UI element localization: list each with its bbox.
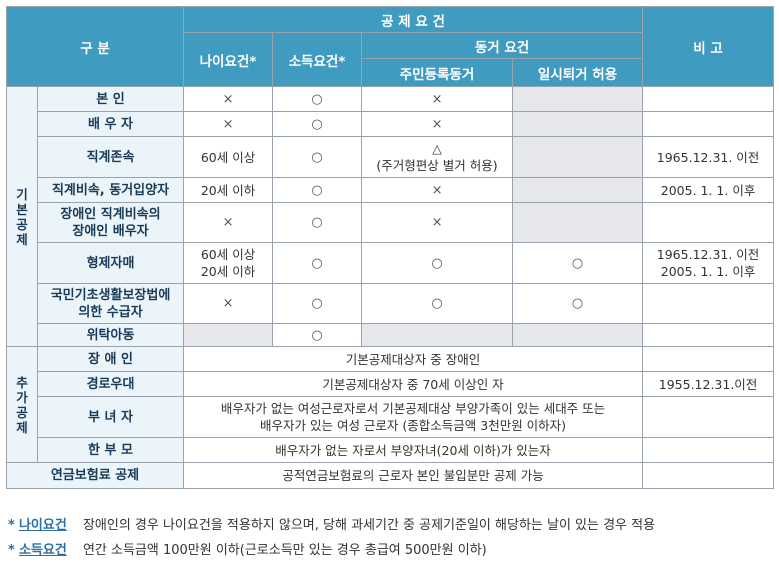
row-name: 배 우 자 bbox=[36, 111, 185, 137]
resident-cell: × bbox=[361, 111, 514, 137]
remarks-cell bbox=[642, 323, 775, 347]
age-cell: × bbox=[183, 283, 274, 324]
income-cell: ○ bbox=[272, 136, 363, 178]
description-cell: 배우자가 없는 자로서 부양자녀(20세 이하)가 있는자 bbox=[183, 437, 644, 463]
resident-cell: ○ bbox=[361, 283, 514, 324]
description-cell: 배우자가 없는 여성근로자로서 기본공제대상 부양가족이 있는 세대주 또는 배… bbox=[183, 396, 644, 438]
temporary-cell bbox=[512, 111, 644, 137]
age-cell: 60세 이상 20세 이하 bbox=[183, 242, 274, 284]
header-resident: 주민등록동거 bbox=[361, 58, 514, 87]
row-name: 위탁아동 bbox=[36, 323, 185, 347]
footnote-term: 나이요건 bbox=[18, 518, 67, 533]
remarks-line1: 1965.12.31. 이전 bbox=[656, 247, 760, 262]
age-cell bbox=[183, 323, 274, 347]
remarks-cell bbox=[642, 202, 775, 243]
row-name-line1: 국민기초생활보장법에 bbox=[50, 287, 171, 303]
income-cell: ○ bbox=[272, 86, 363, 112]
temporary-cell bbox=[512, 323, 644, 347]
age-cell: 60세 이상 bbox=[183, 136, 274, 178]
age-cell: × bbox=[183, 86, 274, 112]
description-line1: 배우자가 없는 여성근로자로서 기본공제대상 부양가족이 있는 세대주 또는 bbox=[220, 401, 606, 416]
resident-cell: △ (주거형편상 별거 허용) bbox=[361, 136, 514, 178]
header-age: 나이요건* bbox=[183, 32, 274, 87]
resident-cell bbox=[361, 323, 514, 347]
footnote-income: * 소득요건 연간 소득금액 100만원 이하(근로소득만 있는 경우 총급여 … bbox=[8, 539, 487, 558]
income-cell: ○ bbox=[272, 177, 363, 203]
income-cell: ○ bbox=[272, 202, 363, 243]
age-cell: × bbox=[183, 111, 274, 137]
temporary-cell bbox=[512, 86, 644, 112]
description-cell: 기본공제대상자 중 장애인 bbox=[183, 346, 644, 372]
asterisk: * bbox=[8, 518, 15, 533]
resident-cell: × bbox=[361, 86, 514, 112]
remarks-cell bbox=[642, 437, 775, 463]
description-line2: 배우자가 있는 여성 근로자 (종합소득금액 3천만원 이하자) bbox=[260, 418, 567, 433]
footnote-text: 장애인의 경우 나이요건을 적용하지 않으며, 당해 과세기간 중 공제기준일이… bbox=[82, 518, 656, 533]
remarks-cell bbox=[642, 462, 775, 489]
temporary-cell: ○ bbox=[512, 283, 644, 324]
header-remarks: 비 고 bbox=[642, 6, 775, 87]
resident-cell: × bbox=[361, 177, 514, 203]
row-name: 직계존속 bbox=[36, 136, 185, 178]
row-name: 본 인 bbox=[36, 86, 185, 112]
income-cell: ○ bbox=[272, 283, 363, 324]
row-name-line2: 의한 수급자 bbox=[78, 304, 143, 320]
row-name: 장애인 직계비속의 장애인 배우자 bbox=[36, 202, 185, 243]
remarks-cell bbox=[642, 283, 775, 324]
age-line2: 20세 이하 bbox=[200, 264, 256, 279]
header-requirements: 공 제 요 건 bbox=[183, 6, 644, 33]
remarks-cell: 1965.12.31. 이전 2005. 1. 1. 이후 bbox=[642, 242, 775, 284]
remarks-cell bbox=[642, 396, 775, 438]
remarks-cell bbox=[642, 86, 775, 112]
row-name: 부 녀 자 bbox=[36, 396, 185, 438]
row-name: 경로우대 bbox=[36, 371, 185, 397]
description-cell: 기본공제대상자 중 70세 이상인 자 bbox=[183, 371, 644, 397]
temporary-cell: ○ bbox=[512, 242, 644, 284]
header-category: 구 분 bbox=[5, 6, 185, 87]
remarks-cell bbox=[642, 111, 775, 137]
row-name: 형제자매 bbox=[36, 242, 185, 284]
pension-label: 연금보험료 공제 bbox=[5, 462, 185, 489]
resident-cell: ○ bbox=[361, 242, 514, 284]
header-income: 소득요건* bbox=[272, 32, 363, 87]
remarks-line2: 2005. 1. 1. 이후 bbox=[660, 264, 756, 279]
asterisk: * bbox=[8, 543, 15, 558]
row-name-line1: 장애인 직계비속의 bbox=[60, 206, 161, 222]
income-cell: ○ bbox=[272, 242, 363, 284]
age-line1: 60세 이상 bbox=[200, 247, 256, 262]
resident-note: (주거형편상 별거 허용) bbox=[376, 158, 498, 173]
footnote-age: * 나이요건 장애인의 경우 나이요건을 적용하지 않으며, 당해 과세기간 중… bbox=[8, 514, 655, 533]
income-cell: ○ bbox=[272, 323, 363, 347]
row-name-line2: 장애인 배우자 bbox=[72, 223, 149, 239]
row-name: 직계비속, 동거입양자 bbox=[36, 177, 185, 203]
temporary-cell bbox=[512, 136, 644, 178]
income-cell: ○ bbox=[272, 111, 363, 137]
row-name: 장 애 인 bbox=[36, 346, 185, 372]
remarks-cell: 2005. 1. 1. 이후 bbox=[642, 177, 775, 203]
triangle-mark: △ bbox=[432, 141, 442, 156]
resident-cell: × bbox=[361, 202, 514, 243]
row-name: 한 부 모 bbox=[36, 437, 185, 463]
deduction-table: 구 분 공 제 요 건 비 고 나이요건* 소득요건* 동거 요건 주민등록동거… bbox=[5, 6, 775, 489]
remarks-cell: 1955.12.31.이전 bbox=[642, 371, 775, 397]
temporary-cell bbox=[512, 177, 644, 203]
footnote-term: 소득요건 bbox=[18, 543, 67, 558]
header-cohabit: 동거 요건 bbox=[361, 32, 644, 59]
age-cell: × bbox=[183, 202, 274, 243]
footnote-text: 연간 소득금액 100만원 이하(근로소득만 있는 경우 총급여 500만원 이… bbox=[82, 543, 487, 558]
remarks-cell bbox=[642, 346, 775, 372]
temporary-cell bbox=[512, 202, 644, 243]
row-name: 국민기초생활보장법에 의한 수급자 bbox=[36, 283, 185, 324]
header-temporary: 일시퇴거 허용 bbox=[512, 58, 644, 87]
age-cell: 20세 이하 bbox=[183, 177, 274, 203]
pension-description: 공적연금보험료의 근로자 본인 불입분만 공제 가능 bbox=[183, 462, 644, 489]
remarks-cell: 1965.12.31. 이전 bbox=[642, 136, 775, 178]
